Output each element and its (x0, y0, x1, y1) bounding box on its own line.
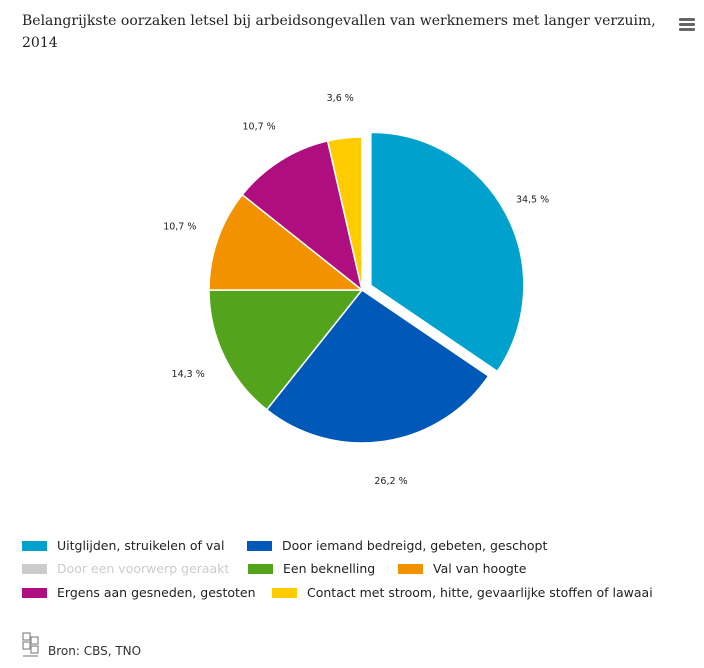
legend-swatch (247, 540, 272, 551)
pie-slice[interactable] (208, 193, 365, 291)
legend-label: Door een voorwerp geraakt (57, 561, 230, 576)
legend-swatch (398, 563, 423, 574)
pie-slice[interactable] (370, 131, 525, 373)
legend-item-gesneden[interactable]: Ergens aan gesneden, gestoten (22, 585, 256, 600)
pie-slice[interactable] (265, 288, 490, 444)
pie-slice[interactable] (326, 136, 363, 291)
slice-data-label: 3,6 % (327, 93, 354, 104)
slice-data-label: 14,3 % (172, 369, 205, 380)
legend-item-contact[interactable]: Contact met stroom, hitte, gevaarlijke s… (272, 585, 653, 600)
legend-label: Door iemand bedreigd, gebeten, geschopt (282, 538, 548, 553)
slice-data-label: 10,7 % (242, 122, 275, 133)
slice-data-label: 34,5 % (516, 195, 549, 206)
legend-label: Ergens aan gesneden, gestoten (57, 585, 256, 600)
legend-item-val-van-hoogte[interactable]: Val van hoogte (398, 561, 526, 576)
legend-item-bedreigd[interactable]: Door iemand bedreigd, gebeten, geschopt (247, 538, 547, 553)
slice-data-label: 26,2 % (374, 476, 407, 487)
legend-item-beknelling[interactable]: Een beknelling (248, 561, 375, 576)
pie-chart: 34,5 % 26,2 % 14,3 % 10,7 % 10,7 % 3,6 % (163, 93, 549, 487)
pie-slice[interactable] (241, 139, 364, 292)
legend-item-voorwerp[interactable]: Door een voorwerp geraakt (22, 561, 229, 576)
pie-slice[interactable] (208, 289, 364, 411)
legend-swatch (22, 540, 47, 551)
legend-label: Contact met stroom, hitte, gevaarlijke s… (307, 585, 653, 600)
legend-label: Uitglijden, struikelen of val (57, 538, 225, 553)
legend-item-uitglijden[interactable]: Uitglijden, struikelen of val (22, 538, 224, 553)
legend-label: Val van hoogte (433, 561, 527, 576)
chart-title: Belangrijkste oorzaken letsel bij arbeid… (22, 13, 656, 51)
cbs-logo-icon (22, 632, 39, 657)
legend-swatch (272, 587, 297, 598)
legend-swatch (248, 563, 273, 574)
legend-label: Een beknelling (283, 561, 376, 576)
menu-icon[interactable] (679, 18, 701, 38)
source-text: Bron: CBS, TNO (48, 644, 142, 658)
source-note: Bron: CBS, TNO (22, 632, 141, 658)
legend-swatch (22, 587, 47, 598)
legend-swatch (22, 563, 47, 574)
slice-data-label: 10,7 % (163, 221, 196, 232)
